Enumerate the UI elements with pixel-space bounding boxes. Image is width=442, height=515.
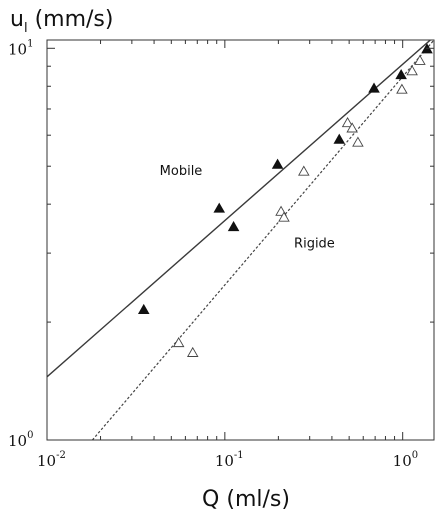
x-tick-label-base: 10 bbox=[215, 452, 234, 470]
data-point-filled bbox=[271, 158, 284, 169]
x-tick-label: 10-1 bbox=[215, 450, 244, 470]
data-point-open bbox=[298, 165, 310, 176]
y-axis-title-units: (mm/s) bbox=[28, 7, 114, 32]
y-axis-title-symbol: u bbox=[10, 7, 24, 32]
data-point-open bbox=[341, 116, 354, 128]
data-point-open bbox=[278, 211, 290, 222]
fit-line-solid bbox=[47, 40, 432, 378]
data-point-open bbox=[352, 136, 364, 147]
data-point-open bbox=[172, 336, 185, 348]
y-tick-label-exponent: 1 bbox=[27, 38, 33, 49]
data-point-open bbox=[186, 346, 199, 357]
y-axis-title: ul (mm/s) bbox=[10, 7, 113, 36]
y-tick-label: 101 bbox=[8, 38, 33, 58]
x-tick-label: 10-2 bbox=[37, 450, 66, 470]
x-tick-label-base: 10 bbox=[37, 452, 56, 470]
plot-frame bbox=[46, 39, 435, 441]
axis-ticks bbox=[46, 40, 434, 441]
data-point-open bbox=[396, 83, 408, 94]
y-tick-label: 100 bbox=[8, 430, 33, 450]
data-point-open bbox=[346, 122, 358, 133]
x-tick-label-exponent: -1 bbox=[234, 450, 244, 461]
data-point-open bbox=[414, 54, 426, 65]
annotation-mobile: Mobile bbox=[160, 164, 203, 179]
x-axis-title: Q (ml/s) bbox=[202, 487, 290, 512]
data-point-filled bbox=[395, 69, 407, 80]
data-point-filled bbox=[137, 303, 150, 314]
data-point-filled bbox=[368, 82, 380, 93]
x-tick-label: 100 bbox=[393, 450, 418, 470]
plot-area bbox=[47, 40, 434, 440]
data-point-open bbox=[406, 65, 418, 76]
x-tick-label-exponent: -2 bbox=[56, 450, 66, 461]
data-point-filled bbox=[213, 202, 226, 213]
y-axis-title-subscript: l bbox=[24, 21, 28, 36]
fit-line-dotted bbox=[91, 40, 434, 440]
x-tick-label-base: 10 bbox=[393, 452, 412, 470]
annotation-rigide: Rigide bbox=[294, 237, 335, 252]
y-tick-label-exponent: 0 bbox=[27, 430, 33, 441]
y-tick-label-base: 10 bbox=[8, 40, 27, 58]
y-tick-label-base: 10 bbox=[8, 432, 27, 450]
x-tick-label-exponent: 0 bbox=[412, 450, 418, 461]
data-point-filled bbox=[227, 220, 240, 232]
data-point-filled bbox=[333, 133, 346, 144]
